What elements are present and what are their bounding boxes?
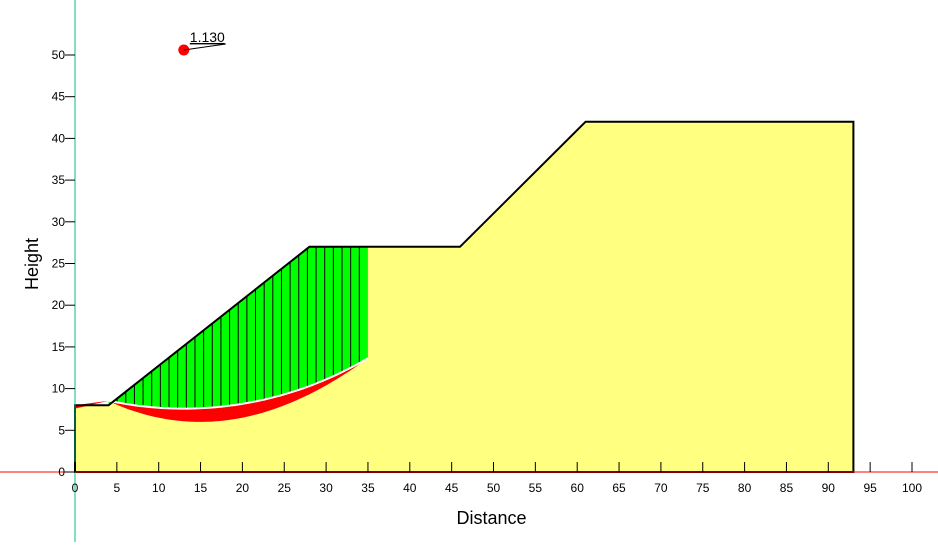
x-tick-label: 90 bbox=[822, 481, 836, 495]
y-axis-title: Height bbox=[22, 238, 42, 290]
ground-profile-line bbox=[74, 120, 855, 473]
slip-center: 1.130 bbox=[178, 29, 226, 56]
y-axis-ticks: 0 5 10 15 20 25 30 35 40 45 50 bbox=[52, 48, 75, 479]
x-tick-label: 50 bbox=[487, 481, 501, 495]
y-tick-label: 10 bbox=[52, 382, 66, 396]
x-tick-label: 100 bbox=[902, 481, 922, 495]
y-tick-label: 20 bbox=[52, 298, 66, 312]
fs-leader-line bbox=[183, 43, 226, 51]
x-axis-ticks: 0 5 10 15 20 25 30 35 40 45 50 55 60 65 70 75 80 85 90 95 10… bbox=[72, 462, 922, 495]
slip-band-shape bbox=[75, 358, 368, 422]
factor-of-safety-label: 1.130 bbox=[190, 29, 225, 45]
y-tick-label: 15 bbox=[52, 340, 66, 354]
x-tick-label: 40 bbox=[403, 481, 417, 495]
y-tick-label: 30 bbox=[52, 215, 66, 229]
x-tick-label: 60 bbox=[571, 481, 585, 495]
y-tick-label: 40 bbox=[52, 131, 66, 145]
x-axis-title: Distance bbox=[456, 508, 526, 528]
x-tick-label: 85 bbox=[780, 481, 794, 495]
x-tick-label: 0 bbox=[72, 481, 79, 495]
y-tick-label: 5 bbox=[58, 423, 65, 437]
y-tick-label: 35 bbox=[52, 173, 66, 187]
y-tick-label: 45 bbox=[52, 90, 66, 104]
y-tick-label: 0 bbox=[58, 465, 65, 479]
x-tick-label: 25 bbox=[278, 481, 292, 495]
x-tick-label: 95 bbox=[863, 481, 877, 495]
y-tick-label: 25 bbox=[52, 257, 66, 271]
x-tick-label: 75 bbox=[696, 481, 710, 495]
ground-outline bbox=[74, 120, 855, 473]
x-tick-label: 10 bbox=[152, 481, 166, 495]
x-tick-label: 20 bbox=[236, 481, 250, 495]
slip-band bbox=[75, 358, 368, 422]
x-tick-label: 45 bbox=[445, 481, 459, 495]
x-tick-label: 35 bbox=[361, 481, 375, 495]
x-tick-label: 15 bbox=[194, 481, 208, 495]
x-tick-label: 55 bbox=[529, 481, 543, 495]
y-tick-label: 50 bbox=[52, 48, 66, 62]
x-tick-label: 65 bbox=[612, 481, 626, 495]
sliding-mass bbox=[108, 246, 369, 410]
slip-surface-line bbox=[108, 357, 369, 410]
x-tick-label: 5 bbox=[114, 481, 121, 495]
x-tick-label: 70 bbox=[654, 481, 668, 495]
x-tick-label: 80 bbox=[738, 481, 752, 495]
x-tick-label: 30 bbox=[319, 481, 333, 495]
